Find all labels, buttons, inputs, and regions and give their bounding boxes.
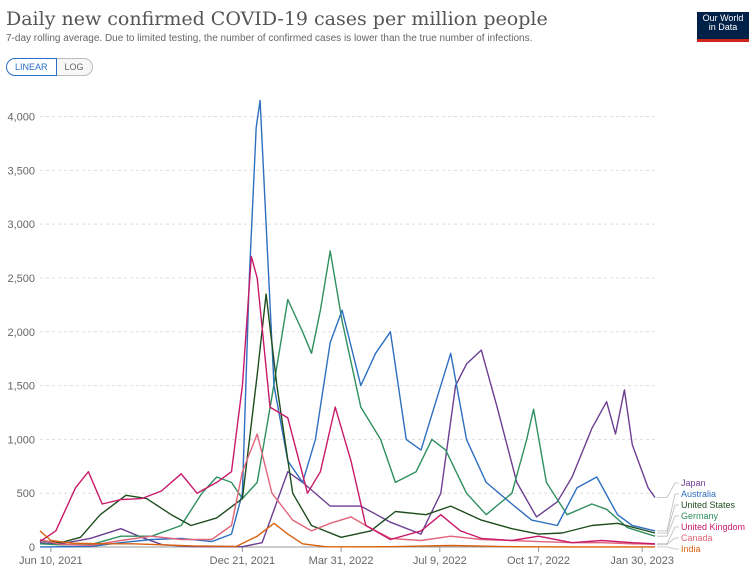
series-line-india[interactable] [39, 522, 655, 548]
owid-logo[interactable]: Our World in Data [697, 12, 749, 42]
legend-connector [657, 537, 679, 545]
legend-connector [657, 504, 679, 534]
y-tick-label: 500 [17, 488, 35, 500]
x-tick-label: Jun 10, 2021 [19, 555, 83, 567]
linear-scale-button[interactable]: LINEAR [6, 58, 57, 76]
y-tick-label: 3,500 [7, 165, 35, 177]
legend-label-united-states[interactable]: United States [681, 500, 736, 510]
legend-label-germany[interactable]: Germany [681, 511, 719, 521]
legend-label-canada[interactable]: Canada [681, 533, 713, 543]
y-tick-label: 4,000 [7, 112, 35, 124]
y-tick-label: 1,000 [7, 434, 35, 446]
legend-label-japan[interactable]: Japan [681, 478, 706, 488]
series-line-australia[interactable] [39, 99, 656, 548]
y-tick-label: 1,500 [7, 381, 35, 393]
y-tick-label: 2,000 [7, 327, 35, 339]
legend-connector [657, 493, 679, 532]
series-line-united-states[interactable] [39, 293, 656, 544]
legend-label-australia[interactable]: Australia [681, 489, 716, 499]
x-tick-label: Jul 9, 2022 [413, 555, 467, 567]
legend-connector [657, 482, 679, 498]
series-line-germany[interactable] [39, 250, 656, 546]
logo-line-2: in Data [708, 22, 738, 32]
page-subtitle: 7-day rolling average. Due to limited te… [6, 33, 533, 44]
y-axis-ticks: 0 500 1,000 1,500 2,000 2,500 3,000 3,500 4,000 [7, 112, 35, 554]
x-tick-label: Dec 21, 2021 [210, 555, 275, 567]
logo-line-1: Our World [702, 13, 744, 23]
y-tick-label: 2,500 [7, 273, 35, 285]
series-lines[interactable] [39, 99, 656, 548]
legend-label-united-kingdom[interactable]: United Kingdom [681, 522, 745, 532]
legend-connector [657, 526, 679, 545]
y-tick-label: 0 [29, 542, 35, 554]
page-title: Daily new confirmed COVID-19 cases per m… [6, 8, 548, 30]
y-tick-label: 3,000 [7, 219, 35, 231]
x-tick-label: Mar 31, 2022 [309, 555, 374, 567]
x-tick-label: Jan 30, 2023 [610, 555, 674, 567]
legend-connector [657, 515, 679, 537]
legend-connector [657, 546, 679, 550]
x-axis-ticks: Jun 10, 2021 Dec 21, 2021 Mar 31, 2022 Jul … [19, 547, 674, 567]
legend-label-india[interactable]: India [681, 544, 701, 554]
scale-toggle: LINEAR LOG [6, 58, 93, 76]
series-line-united-kingdom[interactable] [39, 255, 656, 545]
log-scale-button[interactable]: LOG [56, 58, 93, 76]
series-line-canada[interactable] [39, 433, 656, 547]
x-tick-label: Oct 17, 2022 [507, 555, 570, 567]
